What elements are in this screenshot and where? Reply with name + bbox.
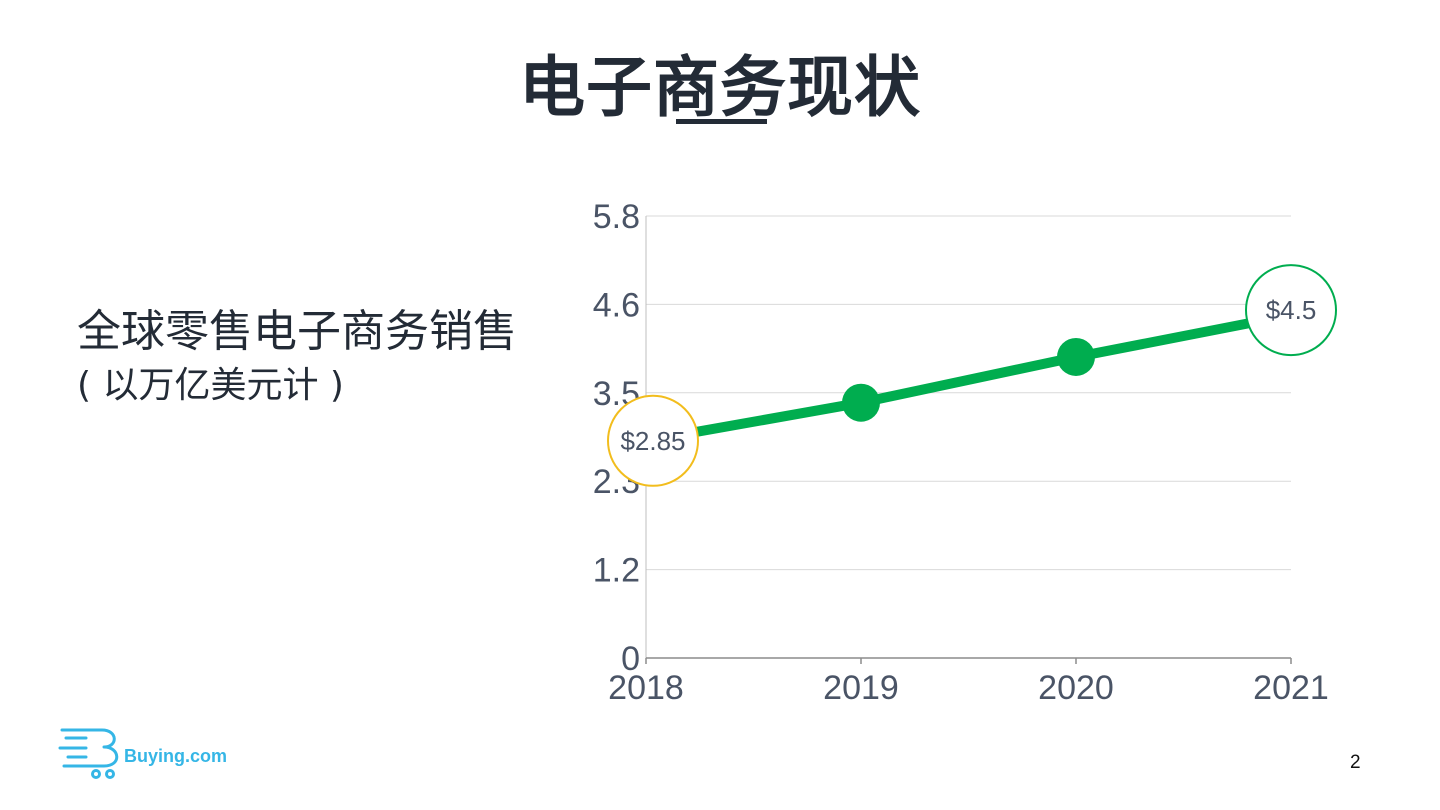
x-tick-label-2019: 2019: [823, 669, 899, 707]
data-point-2020: [1057, 337, 1095, 376]
subtitle-line2: ( 以万亿美元计 ): [77, 365, 344, 406]
annotation-circle-2018: [607, 394, 699, 487]
title-underline: [676, 119, 767, 124]
x-tick-label-2020: 2020: [1038, 669, 1114, 707]
y-tick-label-1.2: 1.2: [593, 552, 640, 590]
data-label-2021: $4.5: [1266, 295, 1317, 325]
series-layer: [641, 310, 1296, 446]
logo-text: Buying.com: [124, 746, 228, 766]
grid-layer: [646, 215, 1291, 571]
annotation-layer: $2.85 $4.5: [607, 264, 1337, 487]
annotation-circle-2021: [1245, 264, 1337, 357]
x-tick-label-2021: 2021: [1253, 669, 1329, 707]
page-number: 2: [1350, 752, 1361, 773]
y-tick-label-0: 0: [621, 640, 640, 678]
x-tick-label-2018: 2018: [608, 669, 684, 707]
page-title: 电子商务现状: [519, 49, 921, 126]
series-line-0: [641, 310, 1296, 446]
y-tick-label-5.8: 5.8: [593, 198, 640, 236]
data-label-2018: $2.85: [620, 426, 685, 456]
y-tick-label-4.6: 4.6: [593, 286, 640, 324]
subtitle-line1: 全球零售电子商务销售: [77, 306, 517, 357]
data-point-2019: [842, 383, 880, 422]
shopping-cart-icon: [58, 728, 119, 779]
